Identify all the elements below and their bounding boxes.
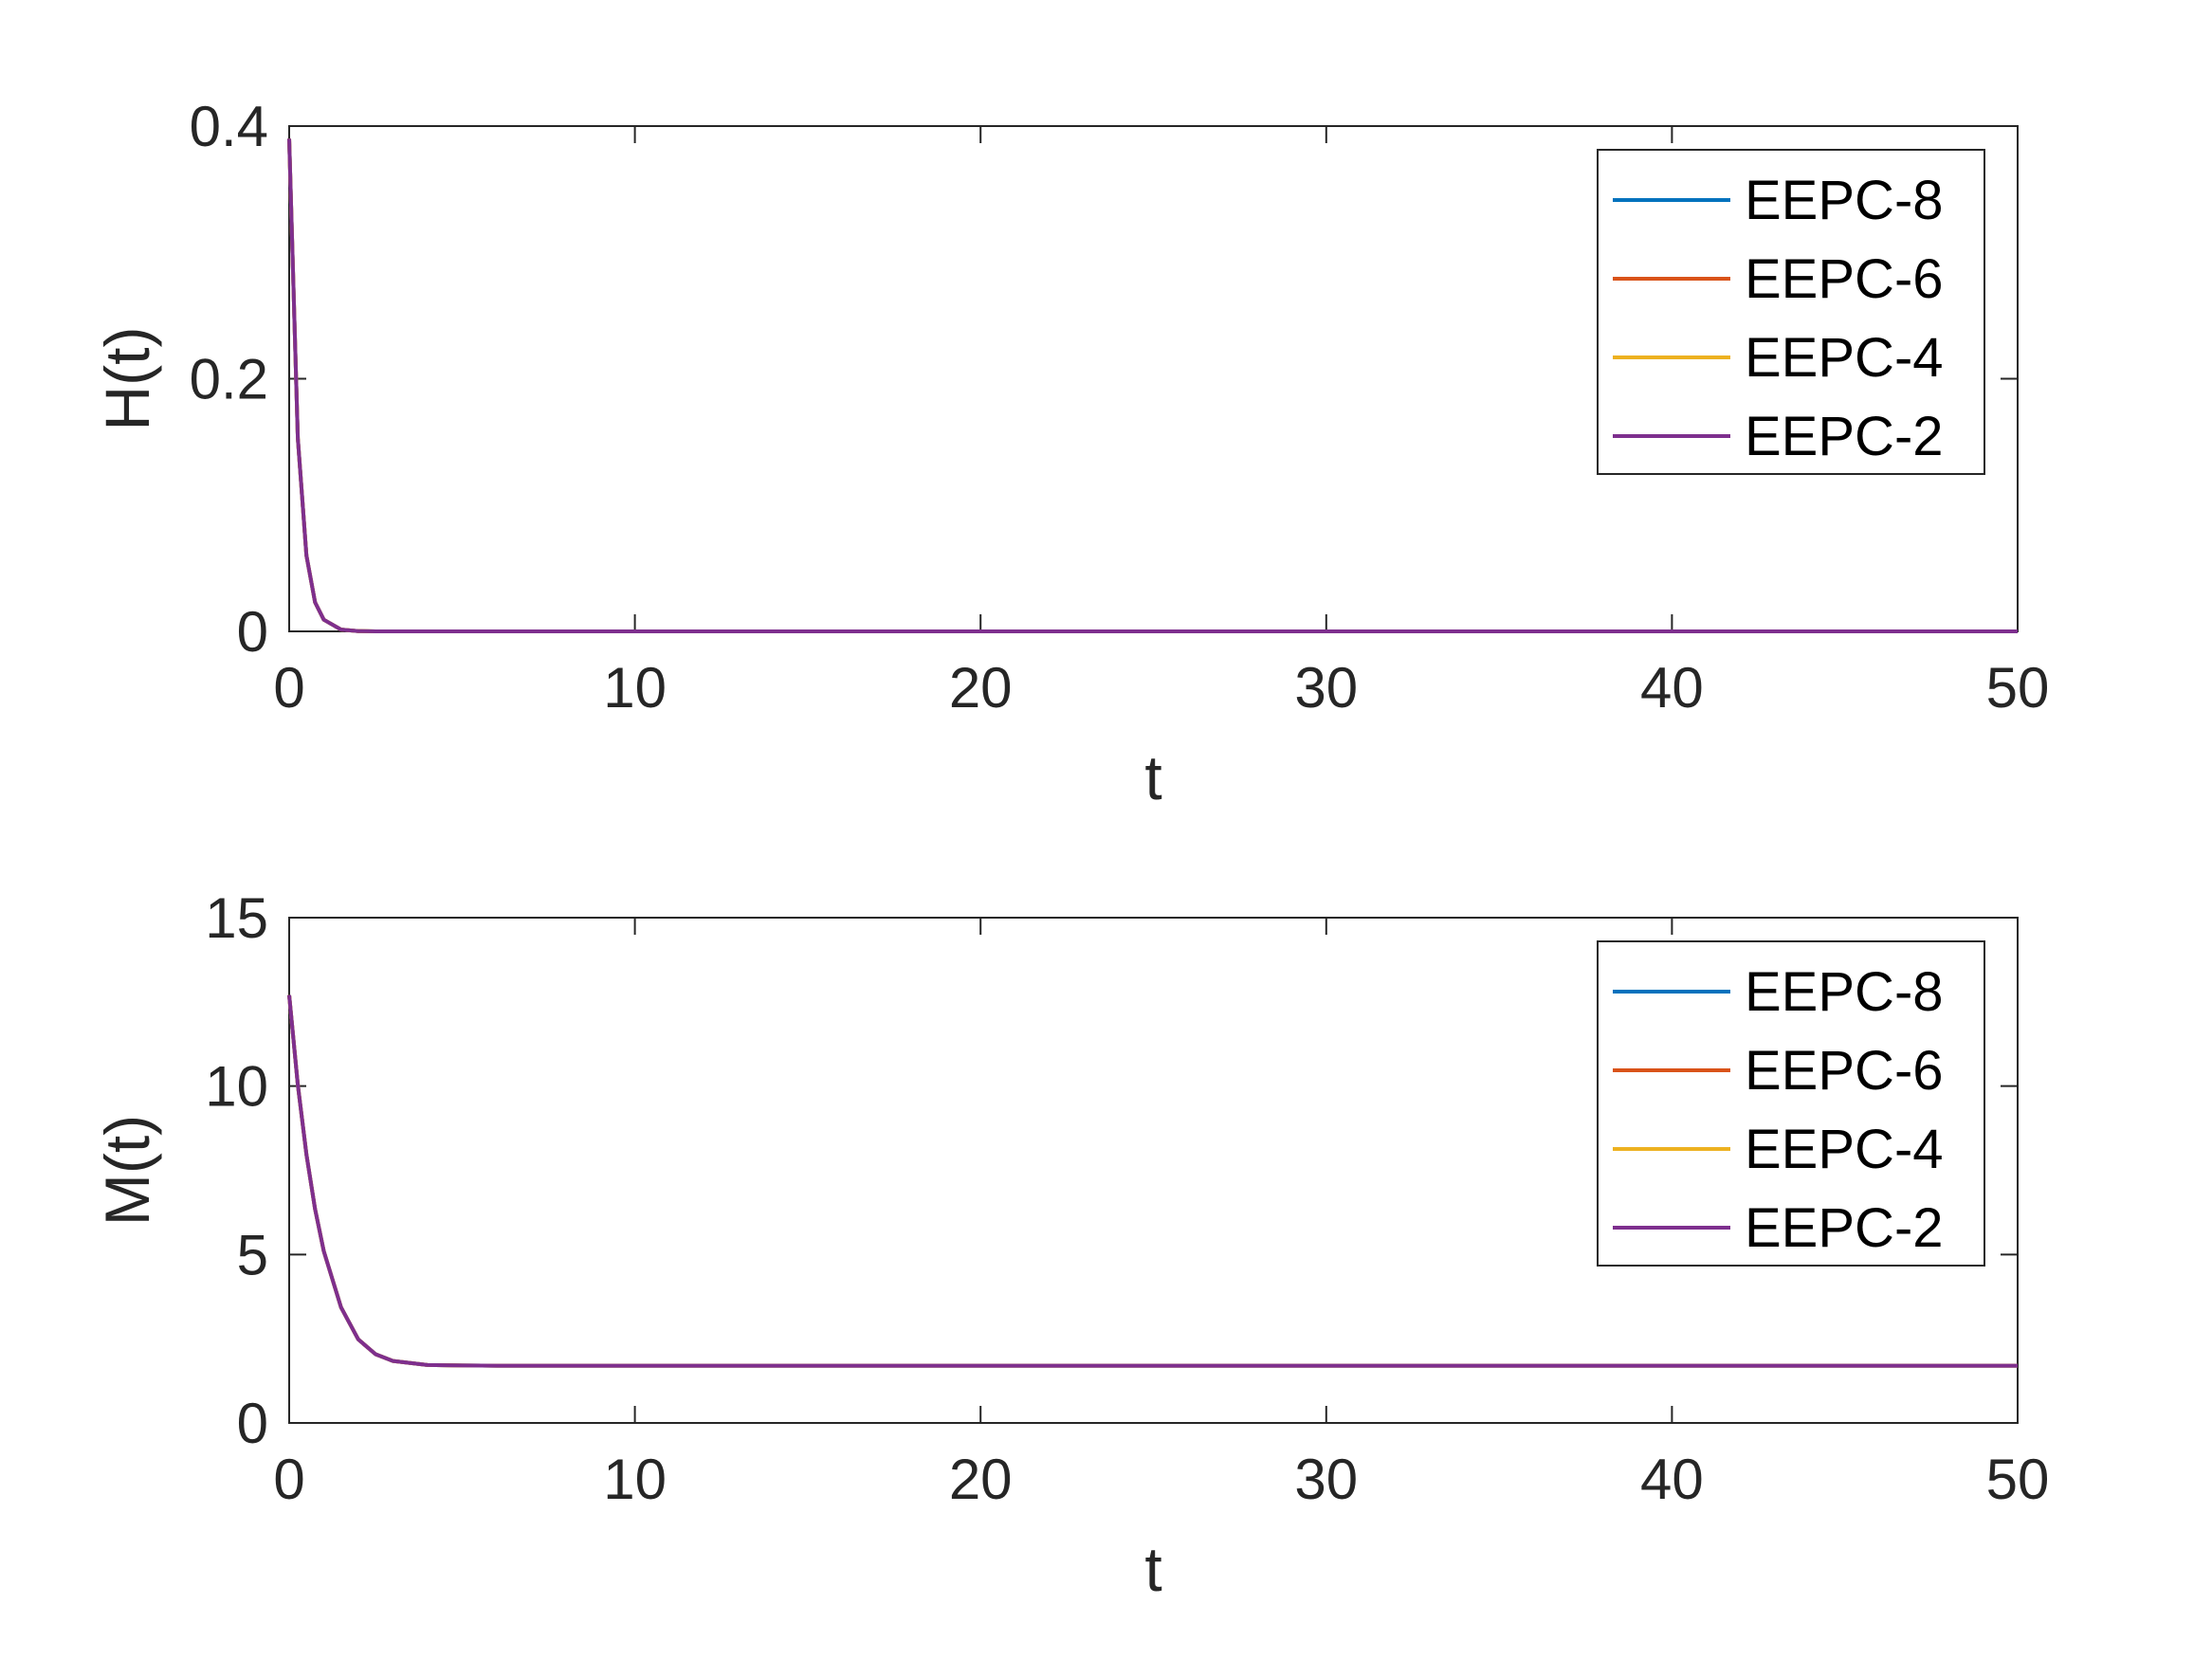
y-tick-label: 0 xyxy=(237,1392,268,1455)
h-t-chart-panel: 0 10 20 30 40 5000.20.4tH(t)EEPC-8EEPC-6EEPC-… xyxy=(92,95,2049,812)
legend-label-eepc-6: EEPC-6 xyxy=(1745,1040,1944,1102)
x-tick-label: 30 xyxy=(1294,1448,1358,1511)
x-axis-label: t xyxy=(1144,1534,1161,1604)
series-line-eepc-2 xyxy=(287,994,2018,1368)
x-tick-label: 10 xyxy=(603,1448,667,1511)
series-line-eepc-2 xyxy=(287,138,2018,633)
legend-label-eepc-8: EEPC-8 xyxy=(1745,170,1944,231)
y-axis-label: H(t) xyxy=(92,327,162,431)
x-tick-label: 20 xyxy=(949,1448,1013,1511)
x-tick-label: 30 xyxy=(1294,656,1358,720)
y-tick-label: 0.4 xyxy=(190,95,268,158)
y-tick-label: 10 xyxy=(205,1055,268,1119)
x-tick-label: 50 xyxy=(1986,656,2050,720)
legend-label-eepc-2: EEPC-2 xyxy=(1745,406,1944,467)
legend-label-eepc-2: EEPC-2 xyxy=(1745,1197,1944,1259)
y-tick-label: 15 xyxy=(205,886,268,950)
legend-label-eepc-6: EEPC-6 xyxy=(1745,248,1944,310)
x-axis-label: t xyxy=(1144,742,1161,812)
x-tick-label: 0 xyxy=(273,656,304,720)
x-tick-label: 40 xyxy=(1640,1448,1704,1511)
legend-label-eepc-8: EEPC-8 xyxy=(1745,961,1944,1023)
y-tick-label: 0.2 xyxy=(190,348,268,411)
y-axis-label: M(t) xyxy=(92,1115,162,1226)
x-tick-label: 10 xyxy=(603,656,667,720)
y-tick-label: 5 xyxy=(237,1223,268,1286)
x-tick-label: 40 xyxy=(1640,656,1704,720)
y-tick-label: 0 xyxy=(237,600,268,664)
x-tick-label: 50 xyxy=(1986,1448,2050,1511)
x-tick-label: 0 xyxy=(273,1448,304,1511)
mt-legend: EEPC-8 EEPC-6 EEPC-4 EEPC-2 xyxy=(1597,940,1985,1267)
legend-box xyxy=(1597,149,1985,475)
x-tick-label: 20 xyxy=(949,656,1013,720)
legend-label-eepc-4: EEPC-4 xyxy=(1745,1119,1944,1180)
ht-legend: EEPC-8 EEPC-6 EEPC-4 EEPC-2 xyxy=(1597,149,1985,475)
legend-box xyxy=(1597,940,1985,1267)
legend-label-eepc-4: EEPC-4 xyxy=(1745,327,1944,389)
m-t-chart-panel: 0 10 20 30 40 50 0 5 10 15 t M(t) EEPC-8 EEPC-6 EEPC-4… xyxy=(92,886,2049,1604)
